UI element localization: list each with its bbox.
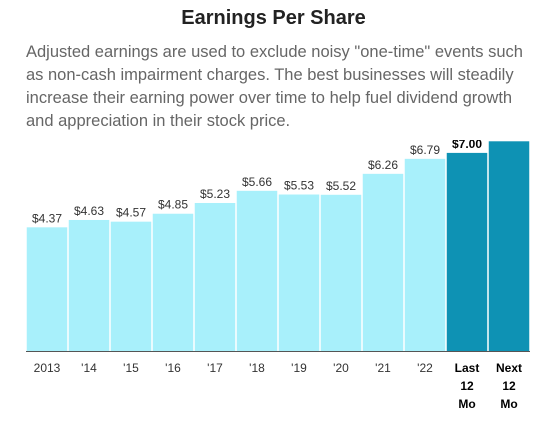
x-tick-line: '17	[207, 361, 223, 375]
data-label-0: $4.37	[32, 211, 62, 225]
x-tick-label-1: '14	[81, 361, 97, 375]
data-label-5: $5.66	[242, 175, 272, 189]
bar-7	[320, 194, 362, 351]
x-tick-label-5: '18	[249, 361, 265, 375]
x-tick-line: '15	[123, 361, 139, 375]
bar-group	[26, 141, 530, 351]
x-tick-label-9: '22	[417, 361, 433, 375]
x-tick-line: 12	[502, 379, 516, 393]
x-tick-label-3: '16	[165, 361, 181, 375]
data-label-2: $4.57	[116, 206, 146, 220]
data-label-1: $4.63	[74, 204, 104, 218]
bar-1	[68, 219, 110, 351]
x-tick-line: '19	[291, 361, 307, 375]
chart-subtitle: Adjusted earnings are used to exclude no…	[26, 43, 523, 130]
x-tick-line: '20	[333, 361, 349, 375]
bar-0	[26, 227, 68, 351]
x-tick-line: 12	[460, 379, 474, 393]
data-label-7: $5.52	[326, 179, 356, 193]
bar-9	[404, 158, 446, 351]
x-tick-line: '14	[81, 361, 97, 375]
data-label-6: $5.53	[284, 179, 314, 193]
data-label-8: $6.26	[368, 158, 398, 172]
data-label-9: $6.79	[410, 143, 440, 157]
x-tick-line: Mo	[458, 397, 475, 411]
bar-2	[110, 221, 152, 351]
x-tick-label-6: '19	[291, 361, 307, 375]
x-tick-label-2: '15	[123, 361, 139, 375]
x-tick-label-8: '21	[375, 361, 391, 375]
bar-8	[362, 173, 404, 351]
x-tick-line: '21	[375, 361, 391, 375]
eps-bar-chart: $4.37 $4.63 $4.57 $4.85 $5.23 $5.66 $5.53 $5.52…	[26, 140, 530, 411]
data-label-4: $5.23	[200, 187, 230, 201]
bar-11	[488, 141, 530, 351]
x-tick-label-4: '17	[207, 361, 223, 375]
bar-6	[278, 194, 320, 351]
bar-10	[446, 152, 488, 351]
bar-5	[236, 190, 278, 351]
chart-title: Earnings Per Share	[181, 7, 366, 29]
x-tick-label-7: '20	[333, 361, 349, 375]
x-tick-label-0: 2013	[34, 361, 61, 375]
x-tick-label-11: Next 12 Mo	[496, 361, 522, 411]
bar-4	[194, 202, 236, 351]
x-tick-line: Mo	[500, 397, 517, 411]
x-tick-line: 2013	[34, 361, 61, 375]
x-tick-line: Next	[496, 361, 522, 375]
data-label-3: $4.85	[158, 198, 188, 212]
x-tick-line: '18	[249, 361, 265, 375]
value-label-group: $4.37 $4.63 $4.57 $4.85 $5.23 $5.66 $5.53 $5.52…	[32, 140, 482, 225]
x-tick-group: 2013'14'15'16'17'18'19'20'21'22 Last 12 MoN…	[34, 361, 522, 411]
bar-3	[152, 213, 194, 351]
x-tick-label-10: Last 12 Mo	[455, 361, 480, 411]
x-tick-line: '22	[417, 361, 433, 375]
x-tick-line: '16	[165, 361, 181, 375]
data-label-10: $7.00	[452, 140, 482, 151]
x-tick-line: Last	[455, 361, 480, 375]
